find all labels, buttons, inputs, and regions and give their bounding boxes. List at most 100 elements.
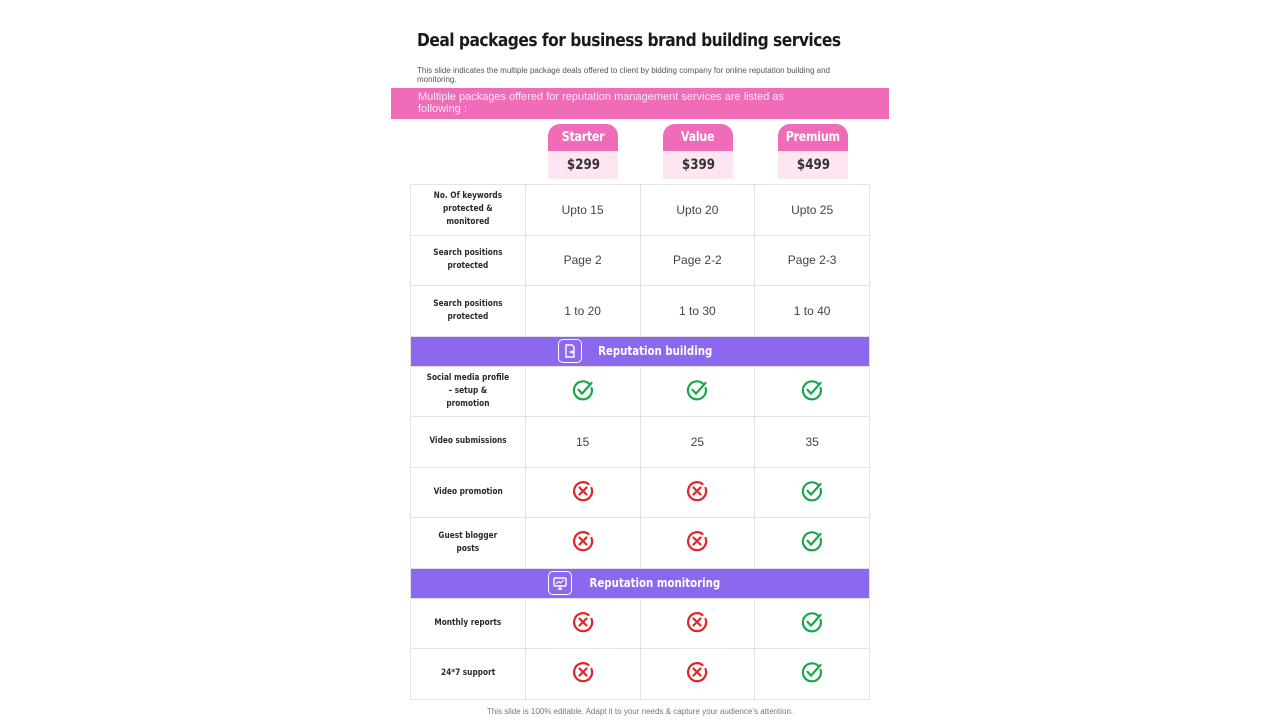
table-row: Social media profile – setup & promotion [411, 366, 871, 417]
cross-icon [572, 661, 594, 686]
table-cell [525, 467, 641, 518]
row-label: Search positions protected [411, 286, 526, 337]
package-price: $299 [566, 157, 600, 173]
row-label: No. Of keywords protected & monitored [411, 185, 526, 236]
table-cell: Upto 15 [525, 185, 641, 236]
row-label-text: No. Of keywords protected & monitored [433, 191, 503, 228]
cell-value: Page 2-3 [787, 253, 837, 268]
package-name: Starter [561, 130, 605, 145]
check-icon [686, 379, 708, 404]
table-cell [640, 366, 756, 417]
row-label: 24*7 support [411, 649, 526, 700]
check-icon [801, 379, 823, 404]
package-value: Value $399 [663, 124, 733, 179]
package-name: Value [681, 130, 715, 145]
cell-value: 1 to 30 [679, 303, 716, 318]
table-cell: Page 2-2 [640, 235, 756, 286]
check-icon [572, 379, 594, 404]
cross-icon [686, 661, 708, 686]
cell-value: Page 2 [563, 253, 602, 268]
cell-value: 1 to 40 [793, 303, 831, 318]
cell-value: Upto 20 [676, 202, 719, 217]
cross-icon [572, 480, 594, 505]
slide: Deal packages for business brand buildin… [391, 0, 889, 720]
table-cell [755, 649, 871, 700]
package-starter: Starter $299 [548, 124, 618, 179]
cell-value: 15 [575, 434, 590, 449]
table-cell: Upto 25 [755, 185, 871, 236]
cell-value: Upto 15 [561, 202, 604, 217]
row-label: Guest blogger posts [411, 518, 526, 569]
table-row: Video promotion [411, 467, 871, 518]
intro-banner: Multiple packages offered for reputation… [391, 88, 889, 119]
page-title: Deal packages for business brand buildin… [417, 30, 841, 51]
document-share-icon [557, 339, 582, 363]
table-row: No. Of keywords protected & monitored Upt… [411, 185, 871, 236]
table-cell [755, 366, 871, 417]
row-label-text: 24*7 support [440, 668, 496, 679]
table-cell: Page 2-3 [755, 235, 871, 286]
row-label-text: Search positions protected [433, 298, 503, 322]
subtitle: This slide indicates the multiple packag… [417, 66, 830, 84]
cell-value: 25 [690, 434, 705, 449]
section-header: Reputation monitoring [411, 568, 870, 599]
table-cell [755, 467, 871, 518]
table-cell: 1 to 20 [525, 286, 641, 337]
banner-text: Multiple packages offered for reputation… [418, 91, 785, 115]
table-row: Guest blogger posts [411, 518, 871, 569]
cross-icon [686, 611, 708, 636]
cross-icon [686, 480, 708, 505]
cell-value: 1 to 20 [564, 303, 601, 318]
check-icon [801, 530, 823, 555]
row-label: Video submissions [411, 417, 526, 468]
row-label-text: Video promotion [433, 486, 503, 497]
table-cell: 25 [640, 417, 756, 468]
cross-icon [572, 530, 594, 555]
section-header: Reputation building [411, 336, 870, 367]
row-label-text: Monthly reports [434, 617, 502, 628]
monitor-icon [548, 571, 573, 595]
row-label-text: Search positions protected [433, 248, 503, 272]
comparison-table: No. Of keywords protected & monitored Upt… [410, 184, 871, 700]
check-icon [801, 661, 823, 686]
table-row: Search positions protected Page 2 Page 2-2… [411, 235, 871, 286]
check-icon [801, 480, 823, 505]
footer-note: This slide is 100% editable. Adapt it to… [486, 707, 794, 716]
table-row: Video submissions 15 25 35 [411, 417, 871, 468]
section-title: Reputation building [597, 344, 713, 358]
package-name: Premium [786, 130, 840, 145]
table-row: Search positions protected 1 to 20 1 to 30… [411, 286, 871, 337]
table-cell: 15 [525, 417, 641, 468]
row-label-text: Video submissions [429, 436, 507, 447]
table-row: 24*7 support [411, 649, 871, 700]
cell-value: Page 2-2 [673, 253, 722, 268]
table-cell: 1 to 40 [755, 286, 871, 337]
table-cell [525, 598, 641, 649]
table-cell: 1 to 30 [640, 286, 756, 337]
cell-value: 35 [805, 434, 819, 449]
row-label-text: Guest blogger posts [438, 530, 498, 554]
table-cell: Upto 20 [640, 185, 756, 236]
row-label: Search positions protected [411, 235, 526, 286]
table-cell [525, 649, 641, 700]
table-cell [755, 518, 871, 569]
row-label-text: Social media profile – setup & promotion [426, 372, 510, 409]
cell-value: Upto 25 [791, 202, 834, 217]
row-label: Social media profile – setup & promotion [411, 366, 526, 417]
cross-icon [572, 611, 594, 636]
table-cell [640, 598, 756, 649]
table-cell [640, 518, 756, 569]
table-cell [640, 467, 756, 518]
table-cell: 35 [755, 417, 871, 468]
table-cell [525, 518, 641, 569]
check-icon [801, 611, 823, 636]
table-cell [525, 366, 641, 417]
package-price: $499 [796, 157, 830, 173]
table-cell: Page 2 [525, 235, 641, 286]
package-price: $399 [681, 157, 715, 173]
table-row: Monthly reports [411, 598, 871, 649]
row-label: Video promotion [411, 467, 526, 518]
cross-icon [686, 530, 708, 555]
row-label: Monthly reports [411, 598, 526, 649]
table-cell [755, 598, 871, 649]
